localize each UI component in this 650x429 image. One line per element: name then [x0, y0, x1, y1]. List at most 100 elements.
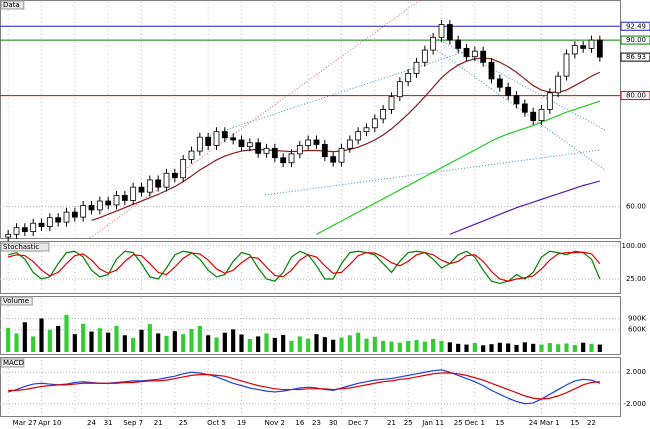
level-label-box	[620, 35, 650, 45]
x-tick-label: 25	[179, 419, 188, 427]
x-tick-label: 30	[329, 419, 338, 427]
x-tick-label: Dec 7	[348, 419, 368, 427]
volume-bar	[139, 329, 144, 352]
candle-body	[421, 49, 428, 63]
candle-body	[438, 24, 445, 38]
volume-bar	[514, 344, 519, 352]
pane-title: Volume	[3, 297, 29, 305]
level-label-box	[620, 91, 650, 101]
series-line	[8, 250, 601, 285]
candle-body	[255, 142, 262, 154]
candle-body	[5, 233, 12, 238]
candle-body	[571, 45, 578, 55]
volume-bar	[339, 337, 344, 352]
volume-bar	[381, 340, 386, 352]
y-tick-label: 100.00	[622, 242, 647, 250]
candle-body	[238, 139, 245, 148]
candle-body	[171, 172, 178, 179]
x-tick-label: 24	[529, 419, 538, 427]
candle-body	[346, 139, 353, 149]
pane-title: Data	[3, 1, 20, 9]
volume-bar	[247, 339, 252, 352]
y-tick-label: 900K	[628, 315, 646, 323]
volume-bar	[72, 334, 77, 352]
volume-bar	[172, 331, 177, 352]
x-tick-label: Jan 11	[421, 419, 444, 427]
volume-bar	[531, 343, 536, 352]
y-tick-label: 25.00	[626, 275, 646, 283]
pane-title-box	[0, 242, 50, 252]
candle-body	[288, 153, 295, 164]
candle-body	[55, 217, 62, 223]
candle-body	[480, 50, 487, 63]
x-tick-label: Mar 27	[13, 419, 37, 427]
volume-bar	[431, 339, 436, 352]
pane-title-box	[0, 358, 25, 368]
candle-body	[580, 45, 587, 49]
volume-bar	[181, 334, 186, 352]
volume-bar	[489, 344, 494, 352]
volume-bar	[356, 332, 361, 352]
candle-body	[588, 39, 595, 49]
volume-bar	[47, 329, 52, 352]
candle-body	[380, 109, 387, 120]
candle-body	[405, 72, 412, 83]
series-line	[8, 251, 601, 282]
volume-bar	[389, 341, 394, 352]
volume-bar	[281, 334, 286, 352]
x-tick-label: 24	[87, 419, 96, 427]
candle-body	[446, 24, 453, 41]
x-tick-label: Oct 5	[207, 419, 226, 427]
volume-bar	[522, 342, 527, 352]
x-tick-label: 31	[104, 419, 113, 427]
x-tick-label: 22	[587, 419, 596, 427]
volume-bar	[597, 344, 602, 352]
candle-body	[338, 147, 345, 163]
volume-bar	[156, 333, 161, 352]
volume-bar	[397, 342, 402, 352]
candle-body	[388, 96, 395, 110]
volume-bar	[206, 335, 211, 352]
volume-bar	[464, 344, 469, 352]
candle-body	[530, 111, 537, 121]
candle-body	[538, 109, 545, 121]
candle-body	[546, 92, 553, 110]
candle-body	[130, 186, 137, 201]
candle-body	[413, 61, 420, 74]
x-tick-label: 15	[570, 419, 579, 427]
volume-bar	[81, 323, 86, 352]
volume-bar	[322, 337, 327, 352]
candle-body	[488, 61, 495, 80]
candle-body	[80, 205, 87, 218]
candle-body	[221, 131, 228, 139]
y-tick-label: -2.000	[623, 400, 646, 408]
y-tick-label: 60.00	[626, 203, 646, 211]
candle-body	[38, 222, 45, 227]
level-label: 92.49	[626, 22, 646, 30]
volume-bar	[372, 336, 377, 352]
candle-body	[263, 147, 270, 154]
price-pane	[0, 0, 621, 239]
last-price-box	[620, 52, 650, 62]
volume-bar	[14, 333, 19, 352]
volume-bar	[472, 343, 477, 352]
candle-body	[555, 75, 562, 94]
candle-body	[305, 139, 312, 146]
candle-body	[188, 150, 195, 160]
candle-body	[105, 200, 112, 206]
volume-bar	[589, 343, 594, 352]
pane-title-box	[0, 0, 25, 10]
volume-bar	[231, 329, 236, 352]
series-line	[8, 372, 600, 400]
volume-bar	[289, 340, 294, 352]
level-label: 90.00	[626, 36, 646, 44]
candle-body	[196, 136, 203, 152]
x-tick-label: 21	[154, 419, 163, 427]
x-tick-label: 15	[495, 419, 504, 427]
candle-body	[513, 95, 520, 105]
volume-bar	[214, 337, 219, 352]
volume-bar	[314, 334, 319, 352]
candle-body	[471, 50, 478, 58]
volume-bar	[456, 343, 461, 352]
candle-body	[430, 36, 437, 51]
